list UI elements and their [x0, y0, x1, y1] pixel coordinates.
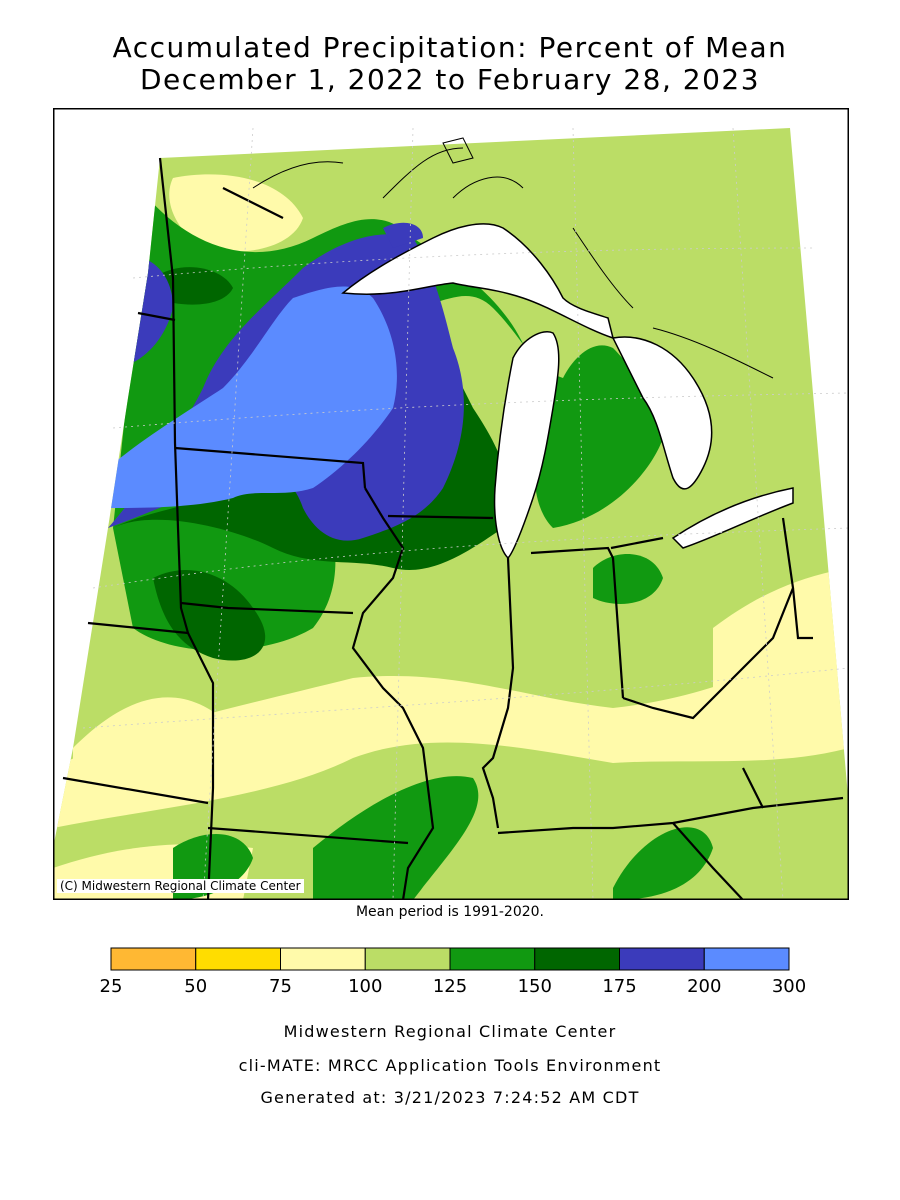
mean-period-note: Mean period is 1991-2020.	[355, 904, 545, 920]
legend-swatch-125-150	[449, 947, 536, 971]
color-legend: 25 50 75 100 125 150 175 200 300	[100, 947, 806, 997]
footer-tool: cli-MATE: MRCC Application Tools Environ…	[238, 1056, 662, 1075]
region-125-150-in	[593, 554, 663, 604]
legend-swatch-150-175	[534, 947, 620, 971]
legend-swatch-50-75	[195, 947, 281, 971]
legend-swatch-175-200	[619, 947, 705, 971]
region-75-100-south	[53, 628, 849, 828]
region-75-100-west	[73, 697, 233, 808]
legend-tick-label: 125	[433, 976, 467, 997]
legend-tick-label: 25	[100, 976, 123, 997]
lake-superior	[341, 223, 615, 340]
legend-tick-label: 175	[602, 976, 636, 997]
legend-tick-label: 75	[269, 976, 292, 997]
lake-huron	[611, 336, 713, 490]
legend-tick-label: 150	[518, 976, 552, 997]
region-125-150-ky	[613, 827, 713, 900]
legend-swatch-75-100	[280, 947, 366, 971]
map-credit: (C) Midwestern Regional Climate Center	[57, 879, 304, 893]
legend-tick-label: 200	[687, 976, 721, 997]
map-title-line1: Accumulated Precipitation: Percent of Me…	[112, 31, 788, 64]
region-175-200-ne	[383, 222, 423, 248]
canada-outline	[252, 137, 774, 379]
footer-org: Midwestern Regional Climate Center	[283, 1022, 617, 1041]
legend-swatch-100-125	[364, 947, 451, 971]
legend-swatch-25-50	[110, 947, 197, 971]
region-200-300-main	[108, 286, 397, 508]
legend-tick-label: 100	[348, 976, 382, 997]
legend-tick-label: 50	[184, 976, 207, 997]
region-125-150-south	[313, 776, 479, 900]
precip-fill-regions	[53, 128, 849, 900]
region-75-100-north	[169, 174, 303, 252]
legend-swatch-200-300	[703, 947, 790, 971]
legend-tick-label: 300	[772, 976, 806, 997]
lake-michigan	[493, 331, 560, 560]
state-boundaries	[62, 157, 844, 900]
map-title-line2: December 1, 2022 to February 28, 2023	[139, 63, 761, 96]
graticule	[82, 127, 849, 900]
footer-generated: Generated at: 3/21/2023 7:24:52 AM CDT	[260, 1088, 640, 1107]
region-75-100-east	[713, 568, 849, 701]
precipitation-map	[53, 108, 849, 900]
